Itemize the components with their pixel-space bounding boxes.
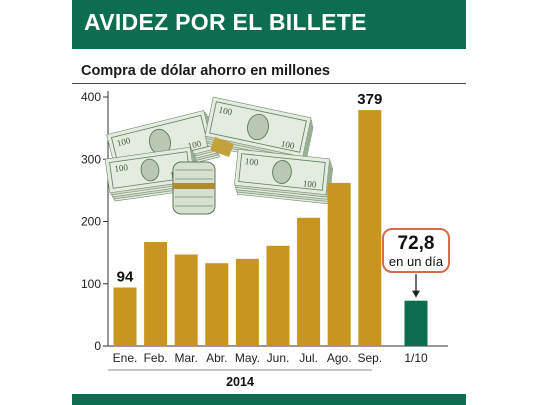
y-tick-label: 100 <box>81 277 101 291</box>
svg-text:100: 100 <box>187 138 203 151</box>
svg-text:100: 100 <box>218 105 234 118</box>
bar-ene <box>113 287 137 346</box>
y-tick-label: 400 <box>81 90 101 104</box>
x-tick-label: Sep. <box>357 351 382 365</box>
svg-text:100: 100 <box>114 162 129 174</box>
y-tick-label: 0 <box>94 339 101 353</box>
x-tick-label: Ago. <box>327 351 352 365</box>
callout-box <box>382 228 450 273</box>
bar-sep <box>358 110 382 346</box>
x-tick-label: May. <box>235 351 260 365</box>
svg-text:100: 100 <box>244 156 259 167</box>
bar-may <box>235 258 259 346</box>
x-tick-label: 1/10 <box>404 351 428 365</box>
chart-subtitle: Compra de dólar ahorro en millones <box>81 63 330 79</box>
svg-text:100: 100 <box>280 138 296 151</box>
money-roll <box>172 161 216 215</box>
bar-feb <box>144 242 168 346</box>
x-tick-label: Feb. <box>144 351 168 365</box>
banknote-stack: 100 100 <box>234 148 334 205</box>
data-label: 94 <box>117 268 134 285</box>
y-tick-label: 200 <box>81 215 101 229</box>
svg-text:100: 100 <box>302 178 317 189</box>
bar-abr <box>205 263 229 346</box>
divider <box>72 83 466 84</box>
bar-110 <box>404 300 428 346</box>
page-title: AVIDEZ POR EL BILLETE <box>84 9 367 35</box>
bar-jun <box>266 245 290 346</box>
callout-arrowhead <box>412 290 420 298</box>
x-tick-label: Jul. <box>299 351 318 365</box>
x-axis-label: 2014 <box>226 375 254 389</box>
footer-bar <box>72 394 466 405</box>
bar-mar <box>174 254 198 346</box>
bar-ago <box>327 182 351 346</box>
callout-text: en un día <box>389 254 444 269</box>
x-tick-label: Mar. <box>175 351 198 365</box>
x-tick-label: Jun. <box>267 351 290 365</box>
y-tick-label: 300 <box>81 152 101 166</box>
bar-jul <box>297 217 321 346</box>
data-label: 379 <box>357 91 382 108</box>
svg-text:100: 100 <box>116 135 132 148</box>
callout-value: 72,8 <box>398 233 435 254</box>
header-bar: AVIDEZ POR EL BILLETE <box>72 0 466 49</box>
x-tick-label: Ene. <box>113 351 138 365</box>
money-stacks-icon: 100100100100100100100100 <box>104 96 334 215</box>
x-tick-label: Abr. <box>206 351 227 365</box>
